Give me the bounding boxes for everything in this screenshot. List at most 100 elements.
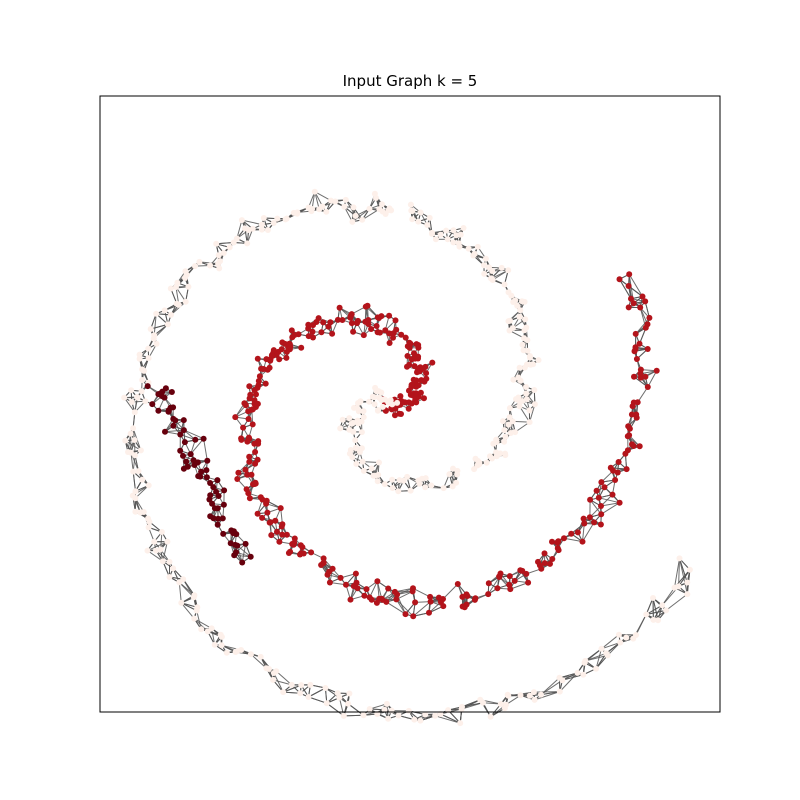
graph-edge xyxy=(241,219,263,226)
graph-edge xyxy=(352,208,370,223)
graph-node xyxy=(386,340,393,346)
graph-node xyxy=(246,453,253,460)
graph-node xyxy=(329,565,336,572)
graph-edge xyxy=(595,648,602,669)
graph-node xyxy=(180,427,187,434)
graph-node xyxy=(626,271,633,278)
graph-node xyxy=(614,469,621,476)
graph-node xyxy=(568,530,575,537)
graph-node xyxy=(616,276,623,283)
graph-node xyxy=(358,445,365,452)
graph-node xyxy=(440,485,447,492)
graph-node xyxy=(300,550,307,557)
graph-node xyxy=(423,375,430,382)
graph-node xyxy=(248,406,255,413)
graph-edge xyxy=(674,558,680,588)
graph-node xyxy=(327,197,334,204)
graph-edge xyxy=(600,502,620,515)
graph-node xyxy=(360,408,367,415)
graph-node xyxy=(497,701,504,707)
graph-node xyxy=(541,560,548,567)
graph-edge xyxy=(182,578,195,596)
graph-node xyxy=(299,544,306,551)
graph-node xyxy=(157,546,164,553)
graph-node xyxy=(598,511,605,518)
graph-node xyxy=(579,538,586,545)
graph-node xyxy=(408,381,415,388)
graph-node xyxy=(322,685,329,691)
graph-node xyxy=(282,216,289,223)
graph-node xyxy=(397,393,404,400)
graph-node xyxy=(280,689,287,696)
graph-node xyxy=(659,602,666,609)
graph-edge xyxy=(529,404,536,423)
graph-node xyxy=(428,482,435,489)
graph-node xyxy=(131,409,138,416)
graph-node xyxy=(159,558,166,565)
graph-node xyxy=(352,437,359,444)
graph-node xyxy=(213,240,220,247)
graph-node xyxy=(251,400,258,407)
graph-node xyxy=(663,607,670,614)
edge-layer xyxy=(123,191,691,724)
graph-edge xyxy=(135,485,150,499)
graph-node xyxy=(642,373,649,380)
graph-node xyxy=(153,310,160,317)
graph-node xyxy=(168,311,174,318)
graph-node xyxy=(250,481,256,488)
graph-edge xyxy=(326,702,345,717)
graph-node xyxy=(242,466,249,473)
graph-node xyxy=(249,225,256,232)
graph-node xyxy=(164,538,171,545)
graph-node xyxy=(346,426,353,433)
graph-node xyxy=(347,447,354,453)
graph-node xyxy=(167,285,174,292)
graph-node xyxy=(637,366,644,373)
graph-node xyxy=(487,453,493,460)
graph-node xyxy=(531,387,538,393)
graph-node xyxy=(337,425,344,432)
graph-node xyxy=(254,355,261,362)
graph-node xyxy=(402,334,409,341)
graph-node xyxy=(427,593,434,600)
graph-edge xyxy=(645,604,663,615)
graph-node xyxy=(418,377,425,384)
graph-node xyxy=(684,591,691,598)
graph-node xyxy=(336,694,343,701)
graph-node xyxy=(424,222,431,228)
graph-node xyxy=(366,205,373,212)
graph-node xyxy=(200,435,207,442)
graph-node xyxy=(268,352,275,359)
graph-node xyxy=(381,481,388,488)
graph-node xyxy=(362,303,369,310)
graph-node xyxy=(308,549,315,556)
graph-node xyxy=(145,345,152,352)
graph-node xyxy=(258,226,265,233)
graph-node xyxy=(153,340,160,347)
graph-node xyxy=(216,265,223,272)
graph-node xyxy=(509,418,516,425)
graph-node xyxy=(404,353,411,359)
graph-node xyxy=(389,401,396,408)
graph-edge xyxy=(203,438,208,461)
graph-node xyxy=(346,415,353,422)
graph-node xyxy=(598,503,604,509)
graph-node xyxy=(240,424,247,431)
graph-node xyxy=(151,538,158,545)
graph-node xyxy=(134,393,140,400)
graph-node xyxy=(139,366,146,373)
graph-node xyxy=(642,298,649,305)
graph-node xyxy=(337,574,344,581)
graph-node xyxy=(444,236,451,243)
graph-node xyxy=(422,484,429,491)
graph-node xyxy=(198,626,205,633)
graph-node xyxy=(587,496,594,503)
graph-edge xyxy=(178,582,195,598)
graph-node xyxy=(623,466,630,473)
graph-node xyxy=(409,588,416,595)
graph-node xyxy=(623,634,630,641)
graph-node xyxy=(402,611,409,618)
graph-node xyxy=(355,317,361,324)
graph-node xyxy=(320,319,327,326)
graph-node xyxy=(349,218,356,225)
